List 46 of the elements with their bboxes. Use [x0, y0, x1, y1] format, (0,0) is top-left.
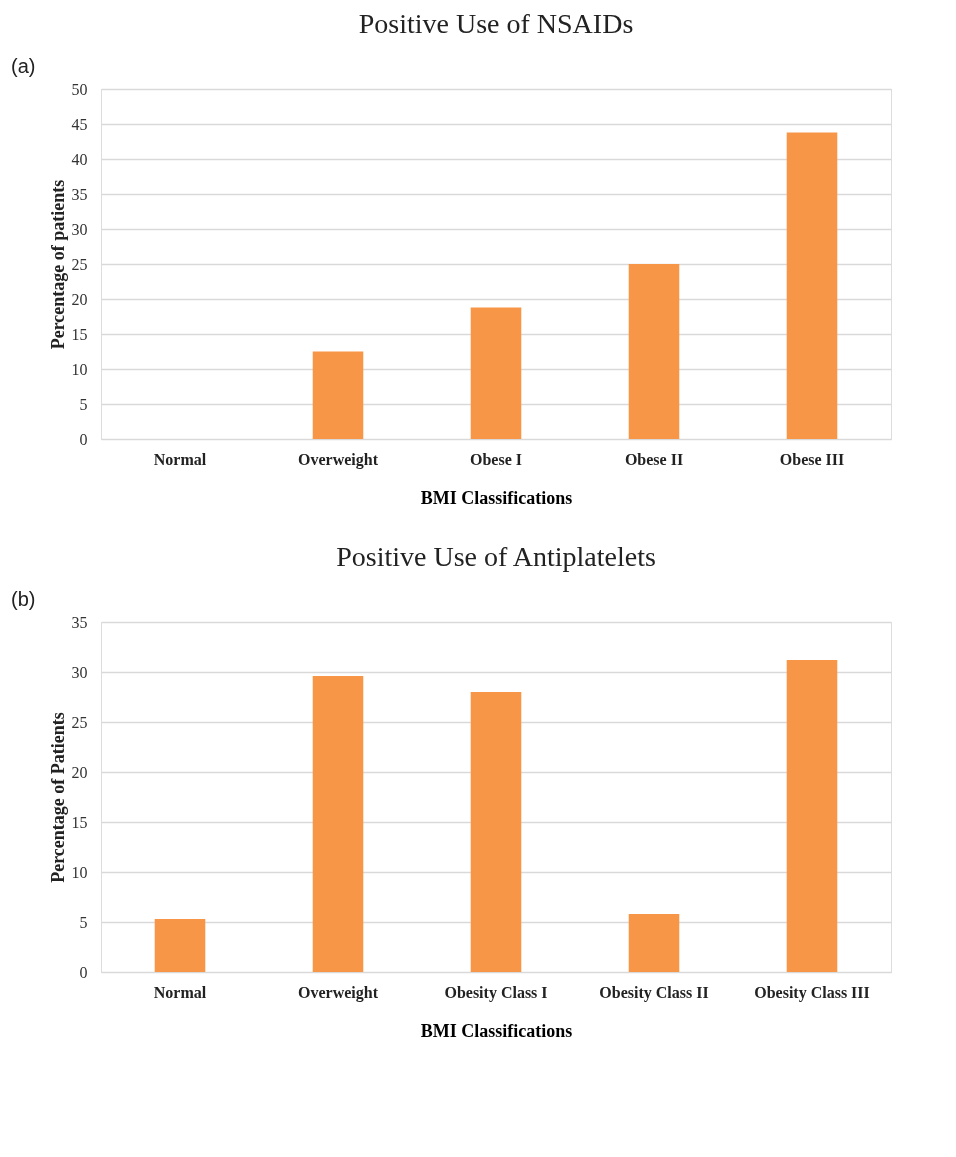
bar — [312, 351, 364, 439]
chart-title: Positive Use of Antiplatelets — [336, 541, 656, 572]
text: (a) — [11, 55, 36, 77]
y-tick-label: 30 — [71, 663, 88, 681]
y-tick-label: 50 — [71, 80, 88, 98]
text: (b) — [11, 588, 36, 610]
y-tick-label: 30 — [71, 220, 88, 238]
y-tick-label: 25 — [71, 255, 88, 273]
y-tick-label: 5 — [79, 913, 88, 931]
x-tick-label: Normal — [153, 450, 207, 468]
chart-title: Positive Use of NSAIDs — [358, 8, 634, 39]
y-tick-label: 45 — [71, 115, 88, 133]
y-tick-label: 20 — [71, 763, 88, 781]
bar — [786, 132, 838, 439]
y-tick-label: 15 — [71, 325, 88, 343]
y-tick-label: 10 — [71, 360, 88, 378]
y-tick-label: 15 — [71, 813, 88, 831]
x-tick-label: Overweight — [298, 450, 379, 469]
bar — [628, 264, 680, 439]
y-tick-label: 10 — [71, 863, 88, 881]
y-tick-label: 35 — [71, 613, 88, 631]
bar — [470, 692, 522, 972]
x-tick-label: Obese I — [470, 450, 522, 468]
y-axis-title: Percentage of patients — [47, 179, 68, 350]
x-axis-title: BMI Classifications — [420, 487, 573, 508]
bar — [312, 676, 364, 972]
x-axis-title: BMI Classifications — [420, 1020, 573, 1041]
y-tick-label: 0 — [79, 430, 88, 448]
x-tick-label: Obese II — [624, 450, 684, 468]
x-tick-label: Obesity Class III — [754, 983, 870, 1002]
y-tick-label: 0 — [79, 963, 88, 981]
y-tick-label: 35 — [71, 185, 88, 203]
x-tick-label: Overweight — [298, 983, 379, 1002]
y-tick-label: 20 — [71, 290, 88, 308]
bar — [470, 307, 522, 439]
y-tick-label: 5 — [79, 395, 88, 413]
bar — [154, 919, 206, 972]
x-tick-label: Obese III — [779, 450, 845, 468]
x-tick-label: Normal — [153, 983, 207, 1001]
y-tick-label: 25 — [71, 713, 88, 731]
x-tick-label: Obesity Class I — [444, 983, 548, 1002]
bar — [786, 660, 838, 972]
y-axis-title: Percentage of Patients — [47, 712, 68, 883]
x-tick-label: Obesity Class II — [599, 983, 709, 1002]
y-tick-label: 40 — [71, 150, 88, 168]
bar — [628, 914, 680, 972]
